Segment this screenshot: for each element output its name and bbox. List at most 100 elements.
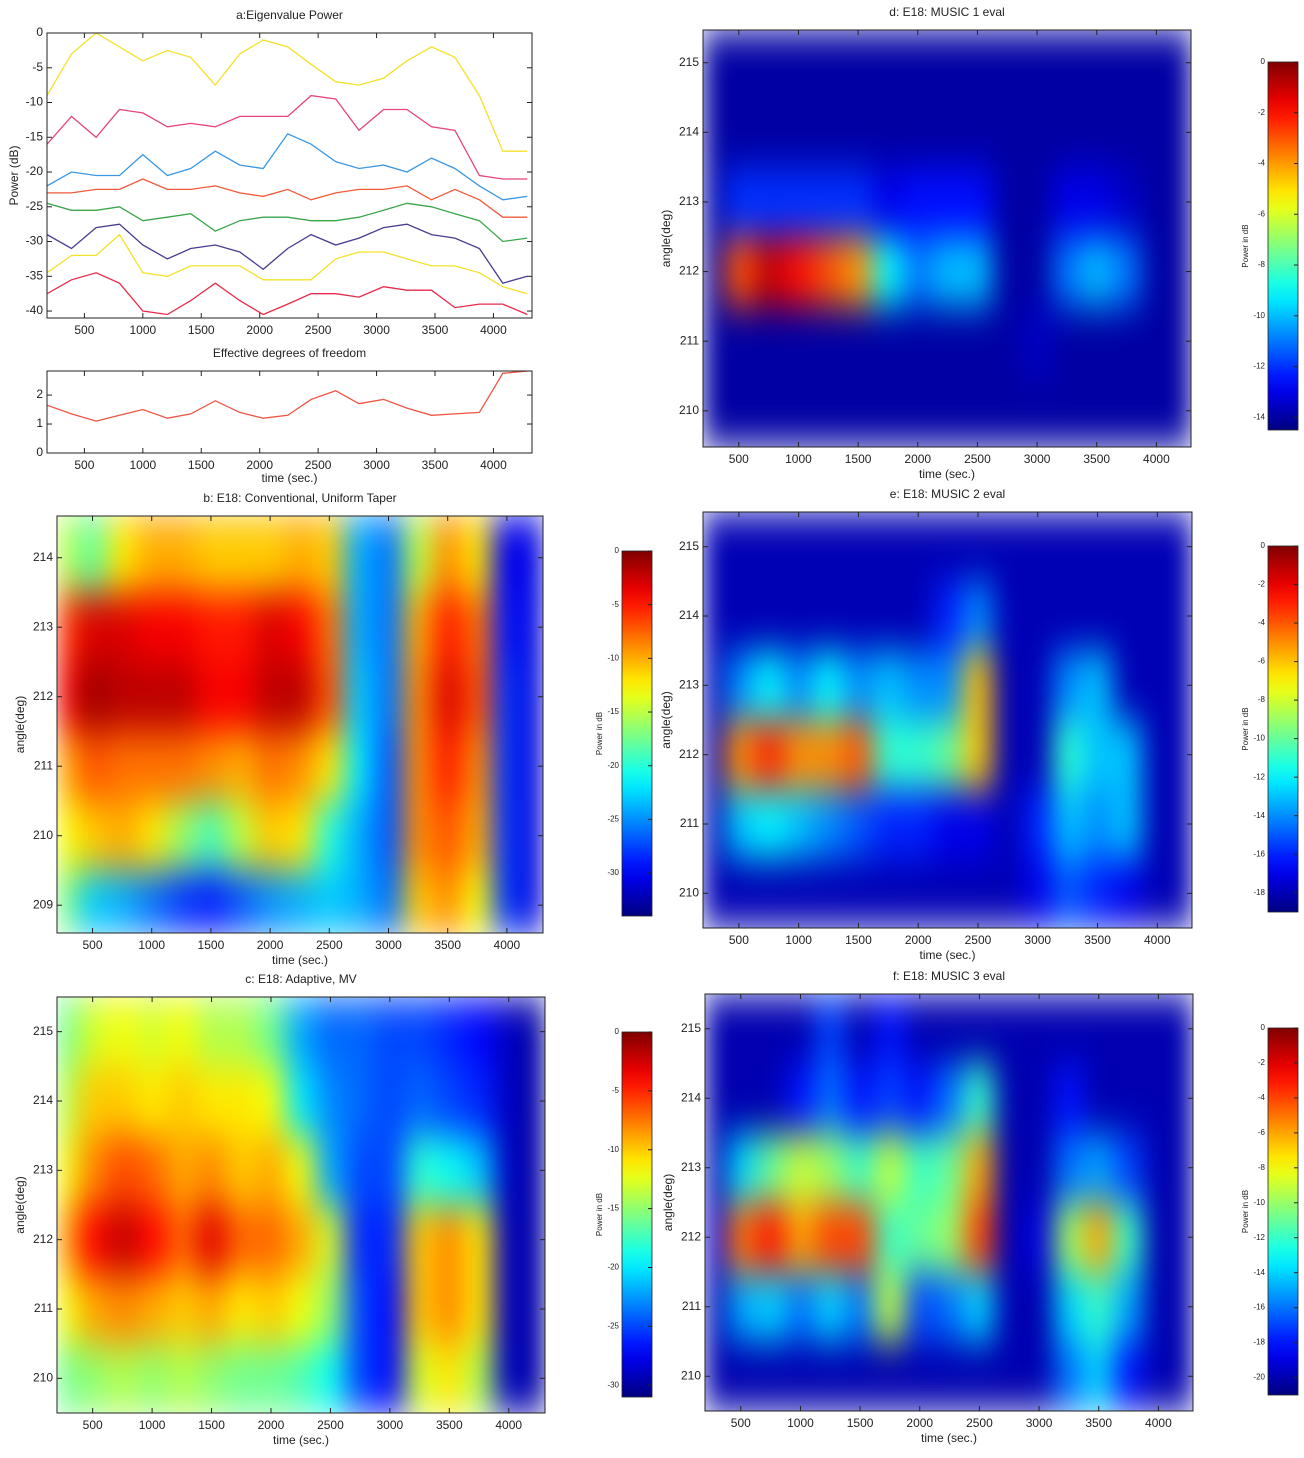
heatmap-cell: [462, 870, 493, 933]
heatmap-cell: [1052, 789, 1084, 860]
heatmap-cell: [344, 731, 375, 802]
heatmap-cell: [753, 375, 785, 447]
plot-area: [47, 33, 528, 316]
x-tick-label: 500: [74, 323, 94, 337]
heatmap-cell: [434, 1343, 465, 1413]
chart-title: c: E18: Adaptive, MV: [245, 972, 356, 986]
heatmap-cell: [403, 870, 434, 933]
heatmap-cell: [1172, 789, 1192, 860]
heatmap-cell: [873, 512, 904, 582]
colorbar-label: Power in dB: [1241, 1190, 1250, 1233]
heatmap-cell: [962, 306, 993, 377]
heatmap-cell: [873, 650, 904, 721]
heatmap-cell: [373, 516, 404, 594]
chart-title: e: E18: MUSIC 2 eval: [890, 487, 1005, 501]
heatmap-cell: [904, 1202, 936, 1273]
heatmap-cells: [705, 994, 1193, 1411]
heatmap-cell: [902, 30, 934, 99]
heatmap-cell: [77, 870, 108, 933]
heatmap-cell: [226, 1274, 257, 1345]
heatmap-cell: [166, 661, 197, 733]
heatmap-cell: [1022, 720, 1054, 790]
heatmap-cell: [815, 1341, 846, 1411]
heatmap-cell: [521, 516, 543, 594]
heatmap-cell: [432, 592, 464, 663]
heatmap-cell: [1173, 994, 1193, 1065]
heatmap-cell: [1171, 167, 1191, 238]
heatmap-cell: [1053, 1202, 1085, 1273]
colorbar-tick-label: -4: [1258, 1093, 1266, 1102]
heatmap-cell: [492, 870, 523, 933]
heatmap-cell: [166, 516, 197, 594]
heatmap-cell: [1083, 994, 1115, 1065]
heatmap-cell: [225, 731, 256, 802]
heatmap-cell: [934, 994, 966, 1065]
chart-title: a:Eigenvalue Power: [236, 8, 343, 22]
heatmap-cell: [723, 650, 755, 721]
heatmap-cell: [107, 661, 138, 733]
y-tick-label: 215: [679, 539, 699, 553]
heatmap-cell: [845, 1063, 876, 1134]
x-tick-label: 3500: [422, 323, 449, 337]
colorbar-tick-label: 0: [615, 546, 620, 555]
heatmap-cell: [962, 97, 993, 168]
heatmap-cell: [255, 661, 286, 733]
heatmap-cell: [753, 512, 785, 582]
heatmap-cell: [136, 661, 168, 733]
x-tick-label: 500: [83, 1418, 103, 1432]
heatmap-cell: [1053, 994, 1085, 1065]
heatmap-cell: [256, 1205, 287, 1275]
heatmap-cell: [992, 306, 1023, 377]
heatmap-cell: [256, 1135, 287, 1206]
heatmap-cell: [725, 1202, 757, 1273]
heatmap-cell: [403, 800, 434, 872]
heatmap-cell: [1053, 1063, 1085, 1134]
heatmap-cell: [815, 1272, 846, 1343]
heatmap-cell: [723, 236, 755, 307]
heatmap-cell: [903, 789, 934, 860]
line-series: [47, 178, 528, 218]
x-tick-label: 1500: [847, 1416, 874, 1430]
heatmap-cell: [843, 30, 874, 99]
heatmap-cell: [755, 994, 787, 1065]
heatmap-cell: [315, 1343, 346, 1413]
heatmap-cell: [1171, 375, 1191, 447]
heatmap-cell: [315, 1135, 346, 1206]
heatmap-cell: [196, 1274, 228, 1345]
heatmap-cells: [57, 997, 545, 1413]
heatmap-cell: [404, 1135, 436, 1206]
x-axis-label: time (sec.): [919, 948, 975, 962]
heatmap-cell: [843, 512, 874, 582]
heatmap-cell: [1141, 167, 1172, 238]
heatmap-cell: [345, 1066, 376, 1137]
colorbar-tick-label: 0: [615, 1027, 620, 1036]
heatmap-cell: [962, 375, 993, 447]
heatmap-cell: [964, 1133, 995, 1204]
heatmap-cell: [1171, 306, 1191, 377]
heatmap-cell: [107, 731, 138, 802]
heatmap-cell: [873, 97, 904, 168]
heatmap-cell: [813, 581, 845, 652]
heatmap-cell: [723, 306, 755, 377]
heatmap-cell: [196, 516, 227, 594]
heatmap-cell: [703, 789, 725, 860]
x-tick-label: 3500: [1083, 452, 1110, 466]
heatmap-cell: [723, 375, 755, 447]
heatmap-cell: [1024, 1133, 1055, 1204]
x-tick-label: 1500: [198, 1418, 225, 1432]
heatmap-cell: [992, 581, 1024, 652]
heatmap-cell: [375, 1066, 406, 1137]
heatmap-cell: [1172, 650, 1192, 721]
heatmap-cell: [1052, 858, 1084, 928]
y-tick-label: 1: [36, 416, 43, 430]
heatmap-cell: [57, 1205, 79, 1275]
heatmap-cell: [783, 720, 815, 790]
heatmap-cell: [1024, 1202, 1055, 1273]
colorbar-tick-label: -4: [1258, 159, 1266, 168]
heatmap-cell: [755, 1063, 787, 1134]
heatmap-cell: [783, 375, 814, 447]
heatmap-cell: [992, 97, 1023, 168]
line-series: [47, 272, 528, 316]
heatmap-cell: [464, 1274, 495, 1345]
heatmap-cell: [963, 650, 994, 721]
